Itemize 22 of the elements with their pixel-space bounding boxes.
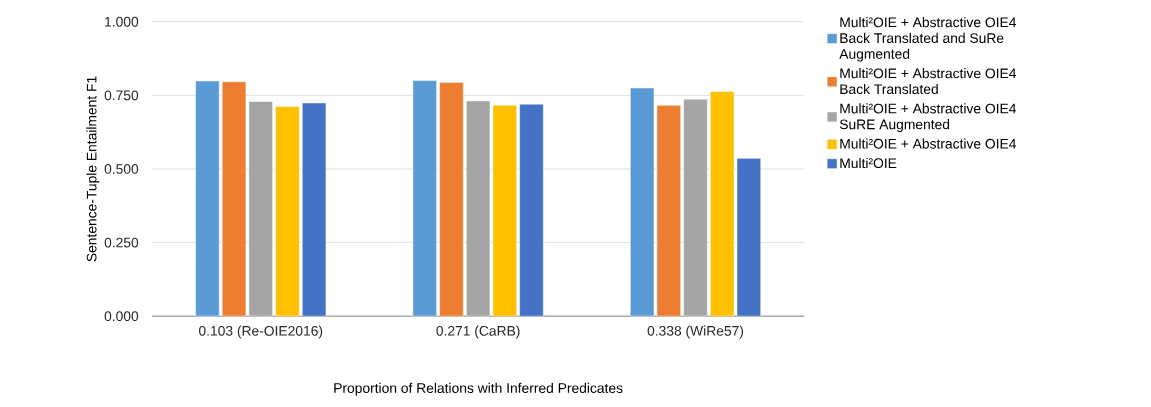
bar xyxy=(519,103,544,317)
x-tick-label: 0.271 (CaRB) xyxy=(436,325,520,339)
y-tick-label: 1.000 xyxy=(105,16,139,27)
x-axis-title: Proportion of Relations with Inferred Predicates xyxy=(334,382,623,396)
legend-label: Multi²OIE + Abstractive OIE4 Back Translated and SuRe Augmented xyxy=(839,17,1017,62)
x-tick-label: 0.338 (WiRe57) xyxy=(647,325,744,339)
y-axis-title: Sentence-Tuple Entailment F1 xyxy=(86,76,100,262)
bar xyxy=(195,80,220,317)
legend-label: Multi²OIE xyxy=(840,157,897,169)
legend-label: Multi²OIE + Abstractive OIE4 Back Translated xyxy=(840,68,1017,95)
y-tick-label: 0.000 xyxy=(104,311,139,322)
y-tick-label: 0.500 xyxy=(104,164,139,174)
bar xyxy=(439,82,464,317)
y-tick-label: 0.250 xyxy=(104,237,139,248)
x-tick-label: 0.103 (Re-OIE2016) xyxy=(199,325,323,339)
bar xyxy=(302,102,327,317)
bar xyxy=(683,98,708,317)
y-tick-label: 0.750 xyxy=(104,90,139,101)
bar xyxy=(275,106,300,317)
legend-label: Multi²OIE + Abstractive OIE4 SuRE Augmented xyxy=(839,103,1017,132)
legend-label: Multi²OIE + Abstractive OIE4 xyxy=(840,138,1017,149)
bar xyxy=(412,80,437,317)
